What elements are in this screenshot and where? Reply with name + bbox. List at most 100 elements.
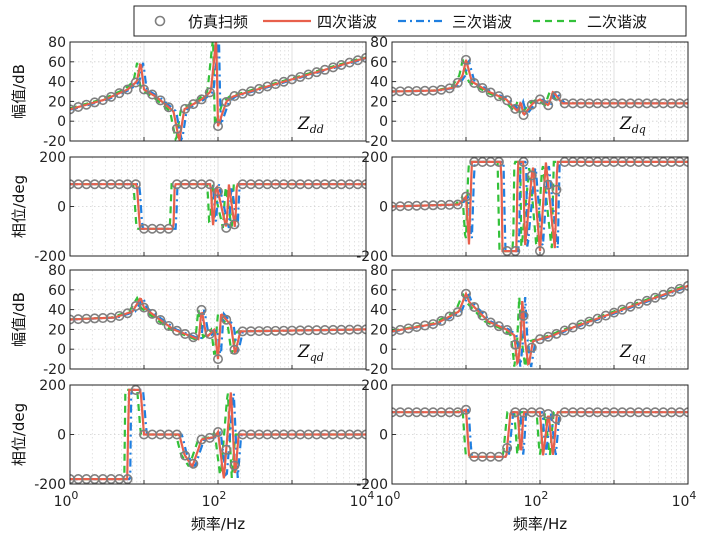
legend: 仿真扫频 四次谐波 三次谐波 二次谐波 bbox=[133, 5, 687, 37]
y-tick-label: 20 bbox=[48, 94, 66, 110]
sim-marker bbox=[526, 342, 537, 353]
legend-entry: 二次谐波 bbox=[533, 13, 647, 31]
panel-frame bbox=[69, 156, 367, 257]
sim-marker bbox=[543, 408, 554, 419]
sim-marker bbox=[188, 332, 199, 343]
sim-marker bbox=[460, 404, 471, 415]
y-tick-label: 0 bbox=[379, 342, 388, 358]
legend-entry: 四次谐波 bbox=[263, 13, 377, 31]
y-tick-label: 60 bbox=[370, 283, 388, 299]
sim-marker bbox=[460, 54, 471, 65]
sim-marker bbox=[502, 95, 513, 106]
sim-marker bbox=[518, 110, 529, 121]
sim-marker bbox=[493, 91, 504, 102]
sim-marker bbox=[617, 304, 628, 315]
series-line-四次谐波 bbox=[70, 297, 366, 360]
series-group bbox=[392, 157, 688, 256]
panel-Zdd: 80 60 40 20 0 -20 Zdd 幅值/dB bbox=[10, 35, 367, 150]
sim-marker bbox=[477, 82, 488, 93]
sim-marker bbox=[188, 99, 199, 110]
sim-marker bbox=[122, 474, 133, 484]
sim-marker bbox=[469, 301, 480, 312]
y-tick-label: 200 bbox=[39, 150, 66, 166]
series-group bbox=[392, 280, 688, 368]
panel-frame bbox=[69, 384, 367, 485]
series-group bbox=[70, 295, 366, 365]
panel-frame bbox=[391, 156, 689, 257]
sim-marker bbox=[444, 83, 455, 94]
sim-marker bbox=[130, 77, 141, 88]
panel-frame bbox=[391, 384, 689, 485]
series-group bbox=[392, 54, 688, 121]
sim-marker bbox=[551, 328, 562, 339]
sim-marker bbox=[139, 84, 150, 95]
sim-marker bbox=[584, 316, 595, 327]
panel-frame bbox=[391, 41, 689, 142]
y-tick-label: -200 bbox=[356, 249, 388, 265]
sim-marker bbox=[204, 179, 215, 190]
sim-marker bbox=[534, 94, 545, 105]
legend-label: 仿真扫频 bbox=[188, 13, 248, 31]
sim-marker bbox=[114, 88, 125, 99]
sim-marker bbox=[229, 219, 240, 230]
panel-Zdq: 80 60 40 20 0 -20 Zdq bbox=[365, 35, 689, 150]
sim-marker bbox=[452, 307, 463, 318]
series-line-四次谐波 bbox=[392, 284, 688, 367]
sim-marker bbox=[567, 322, 578, 333]
sim-marker bbox=[204, 87, 215, 98]
sim-marker bbox=[576, 319, 587, 330]
panel-z-label: Zqd bbox=[297, 342, 324, 364]
sim-marker bbox=[130, 179, 141, 190]
y-tick-label: 60 bbox=[48, 55, 66, 71]
sim-marker bbox=[196, 304, 207, 315]
sim-marker bbox=[658, 289, 669, 300]
x-tick-label: 102 bbox=[524, 489, 549, 510]
y-tick-label: 60 bbox=[370, 55, 388, 71]
sim-marker bbox=[106, 91, 117, 102]
series-group bbox=[70, 42, 366, 141]
y-tick-label: 80 bbox=[48, 35, 66, 51]
y-tick-label: 0 bbox=[379, 200, 388, 216]
sim-marker bbox=[221, 314, 232, 325]
y-tick-label: 40 bbox=[48, 303, 66, 319]
sim-marker bbox=[608, 307, 619, 318]
panel-z-label: Zqq bbox=[619, 342, 646, 364]
sim-marker bbox=[510, 246, 521, 256]
y-tick-label: 0 bbox=[379, 114, 388, 130]
x-tick-label: 104 bbox=[672, 489, 697, 510]
sim-marker bbox=[559, 325, 570, 336]
sim-marker bbox=[171, 429, 182, 440]
x-axis-labels: 100 102 104 频率/Hz 100 102 104 频率/Hz bbox=[54, 489, 697, 533]
sim-marker bbox=[510, 339, 521, 350]
series-group bbox=[70, 385, 366, 484]
sim-marker bbox=[485, 87, 496, 98]
legend-label: 二次谐波 bbox=[587, 13, 647, 31]
series-line-四次谐波 bbox=[392, 160, 688, 253]
y-tick-label: -200 bbox=[34, 249, 66, 265]
sim-marker bbox=[221, 222, 232, 233]
y-tick-label: 0 bbox=[57, 428, 66, 444]
y-tick-label: 40 bbox=[370, 75, 388, 91]
y-tick-label: 60 bbox=[48, 283, 66, 299]
series-line-四次谐波 bbox=[392, 59, 688, 117]
panel-Zdd_ph: 200 0 -200 相位/deg bbox=[10, 150, 367, 265]
sim-marker bbox=[510, 103, 521, 114]
y-axis-label: 幅值/dB bbox=[10, 292, 28, 347]
y-tick-label: 0 bbox=[57, 200, 66, 216]
sim-marker bbox=[122, 84, 133, 95]
sim-marker bbox=[469, 78, 480, 89]
y-tick-label: -20 bbox=[365, 134, 388, 150]
sim-marker bbox=[97, 95, 108, 106]
sim-marker bbox=[155, 314, 166, 325]
sim-marker bbox=[163, 223, 174, 234]
sim-marker bbox=[674, 283, 685, 294]
legend-entry: 三次谐波 bbox=[398, 13, 512, 31]
sim-marker bbox=[213, 354, 224, 365]
x-axis-label: 频率/Hz bbox=[191, 515, 245, 533]
y-axis-label: 幅值/dB bbox=[10, 64, 28, 119]
sim-marker bbox=[518, 310, 529, 321]
panel-frame bbox=[69, 41, 367, 142]
sim-marker bbox=[213, 186, 224, 197]
legend-label: 三次谐波 bbox=[452, 13, 512, 31]
